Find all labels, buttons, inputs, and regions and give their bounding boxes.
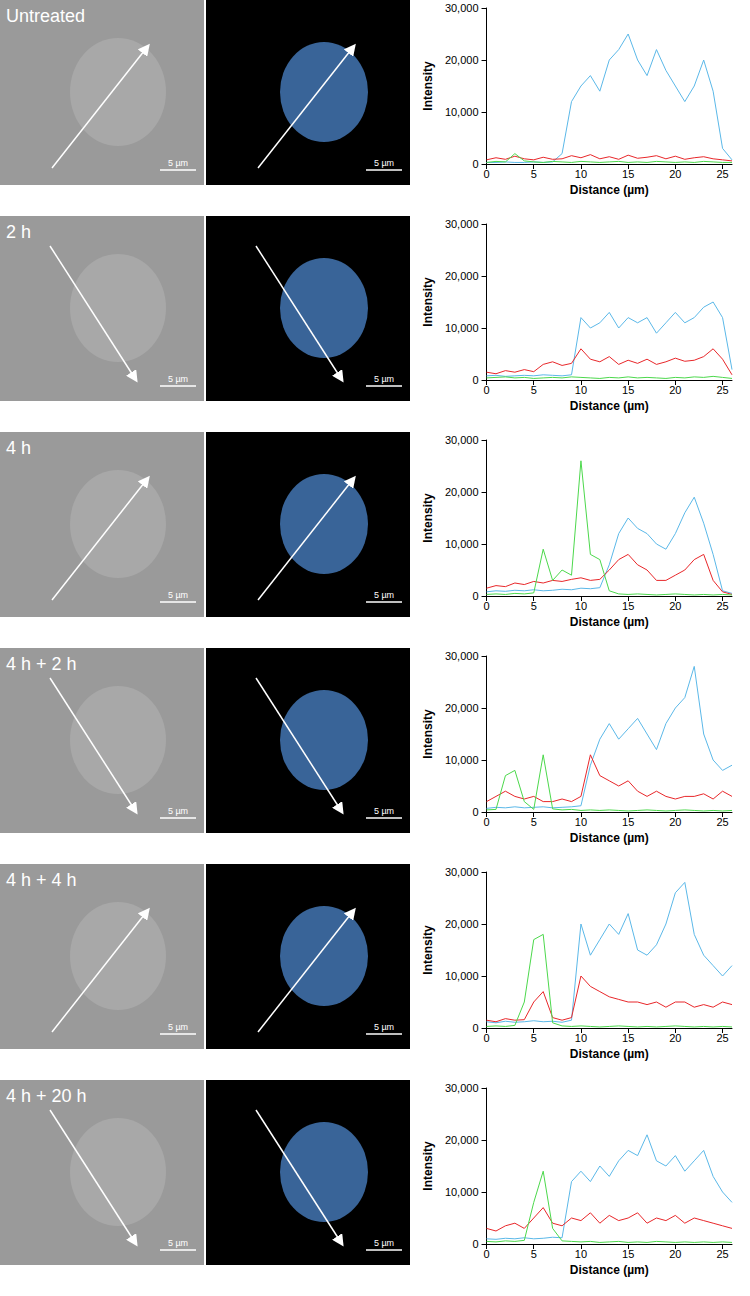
svg-text:20,000: 20,000 bbox=[445, 1134, 479, 1146]
svg-text:0: 0 bbox=[472, 158, 478, 170]
svg-text:Intensity: Intensity bbox=[421, 709, 435, 759]
svg-text:25: 25 bbox=[716, 816, 728, 828]
svg-text:10,000: 10,000 bbox=[445, 106, 479, 118]
svg-text:20,000: 20,000 bbox=[445, 702, 479, 714]
svg-text:5 µm: 5 µm bbox=[168, 158, 188, 168]
svg-text:Distance (µm): Distance (µm) bbox=[570, 615, 649, 629]
svg-text:30,000: 30,000 bbox=[445, 650, 479, 662]
svg-text:30,000: 30,000 bbox=[445, 1082, 479, 1094]
svg-text:15: 15 bbox=[622, 168, 634, 180]
svg-text:20: 20 bbox=[669, 816, 681, 828]
svg-text:25: 25 bbox=[716, 600, 728, 612]
svg-text:25: 25 bbox=[716, 1248, 728, 1260]
svg-text:5 µm: 5 µm bbox=[374, 1022, 394, 1032]
svg-text:30,000: 30,000 bbox=[445, 2, 479, 14]
svg-text:0: 0 bbox=[472, 1022, 478, 1034]
svg-text:0: 0 bbox=[483, 384, 489, 396]
svg-text:0: 0 bbox=[483, 1032, 489, 1044]
svg-text:Distance (µm): Distance (µm) bbox=[570, 1263, 649, 1277]
svg-text:10: 10 bbox=[575, 1032, 587, 1044]
svg-text:5 µm: 5 µm bbox=[168, 806, 188, 816]
svg-text:15: 15 bbox=[622, 1032, 634, 1044]
svg-text:10: 10 bbox=[575, 816, 587, 828]
svg-text:10: 10 bbox=[575, 1248, 587, 1260]
svg-text:4 h + 2 h: 4 h + 2 h bbox=[6, 654, 77, 674]
svg-text:5 µm: 5 µm bbox=[374, 590, 394, 600]
svg-text:20: 20 bbox=[669, 168, 681, 180]
svg-text:5 µm: 5 µm bbox=[168, 374, 188, 384]
svg-text:20: 20 bbox=[669, 600, 681, 612]
svg-text:0: 0 bbox=[483, 168, 489, 180]
svg-text:20,000: 20,000 bbox=[445, 918, 479, 930]
svg-text:10,000: 10,000 bbox=[445, 322, 479, 334]
svg-text:Intensity: Intensity bbox=[421, 277, 435, 327]
svg-text:15: 15 bbox=[622, 384, 634, 396]
svg-text:10: 10 bbox=[575, 600, 587, 612]
svg-text:0: 0 bbox=[483, 600, 489, 612]
svg-text:4 h: 4 h bbox=[6, 438, 31, 458]
svg-text:5: 5 bbox=[531, 1032, 537, 1044]
svg-text:20,000: 20,000 bbox=[445, 486, 479, 498]
svg-text:0: 0 bbox=[483, 816, 489, 828]
svg-text:10,000: 10,000 bbox=[445, 970, 479, 982]
svg-text:0: 0 bbox=[472, 1238, 478, 1250]
svg-text:10,000: 10,000 bbox=[445, 538, 479, 550]
svg-text:20,000: 20,000 bbox=[445, 270, 479, 282]
svg-text:Distance (µm): Distance (µm) bbox=[570, 399, 649, 413]
svg-text:0: 0 bbox=[472, 590, 478, 602]
svg-text:2 h: 2 h bbox=[6, 222, 31, 242]
svg-text:5 µm: 5 µm bbox=[374, 806, 394, 816]
svg-text:30,000: 30,000 bbox=[445, 866, 479, 878]
svg-text:15: 15 bbox=[622, 600, 634, 612]
svg-text:Intensity: Intensity bbox=[421, 1141, 435, 1191]
svg-text:10: 10 bbox=[575, 384, 587, 396]
svg-text:30,000: 30,000 bbox=[445, 434, 479, 446]
svg-text:25: 25 bbox=[716, 1032, 728, 1044]
svg-text:5 µm: 5 µm bbox=[374, 1238, 394, 1248]
svg-text:20: 20 bbox=[669, 384, 681, 396]
svg-text:30,000: 30,000 bbox=[445, 218, 479, 230]
svg-text:5: 5 bbox=[531, 384, 537, 396]
svg-text:25: 25 bbox=[716, 384, 728, 396]
svg-text:5 µm: 5 µm bbox=[168, 590, 188, 600]
svg-text:5: 5 bbox=[531, 168, 537, 180]
svg-text:10,000: 10,000 bbox=[445, 1186, 479, 1198]
svg-text:0: 0 bbox=[472, 806, 478, 818]
svg-text:0: 0 bbox=[483, 1248, 489, 1260]
svg-text:Intensity: Intensity bbox=[421, 61, 435, 111]
svg-text:5: 5 bbox=[531, 600, 537, 612]
svg-text:4 h + 20 h: 4 h + 20 h bbox=[6, 1086, 87, 1106]
svg-text:Untreated: Untreated bbox=[6, 6, 85, 26]
svg-text:0: 0 bbox=[472, 374, 478, 386]
svg-text:5 µm: 5 µm bbox=[168, 1022, 188, 1032]
svg-text:4 h + 4 h: 4 h + 4 h bbox=[6, 870, 77, 890]
svg-text:Distance (µm): Distance (µm) bbox=[570, 1047, 649, 1061]
svg-text:5: 5 bbox=[531, 816, 537, 828]
svg-text:15: 15 bbox=[622, 1248, 634, 1260]
svg-text:Distance (µm): Distance (µm) bbox=[570, 183, 649, 197]
svg-text:20: 20 bbox=[669, 1248, 681, 1260]
svg-text:15: 15 bbox=[622, 816, 634, 828]
svg-text:Intensity: Intensity bbox=[421, 493, 435, 543]
svg-text:25: 25 bbox=[716, 168, 728, 180]
svg-text:20: 20 bbox=[669, 1032, 681, 1044]
svg-text:5 µm: 5 µm bbox=[374, 158, 394, 168]
svg-text:20,000: 20,000 bbox=[445, 54, 479, 66]
svg-text:5 µm: 5 µm bbox=[374, 374, 394, 384]
svg-text:10: 10 bbox=[575, 168, 587, 180]
svg-text:Intensity: Intensity bbox=[421, 925, 435, 975]
svg-text:Distance (µm): Distance (µm) bbox=[570, 831, 649, 845]
svg-text:5: 5 bbox=[531, 1248, 537, 1260]
svg-text:5 µm: 5 µm bbox=[168, 1238, 188, 1248]
svg-text:10,000: 10,000 bbox=[445, 754, 479, 766]
